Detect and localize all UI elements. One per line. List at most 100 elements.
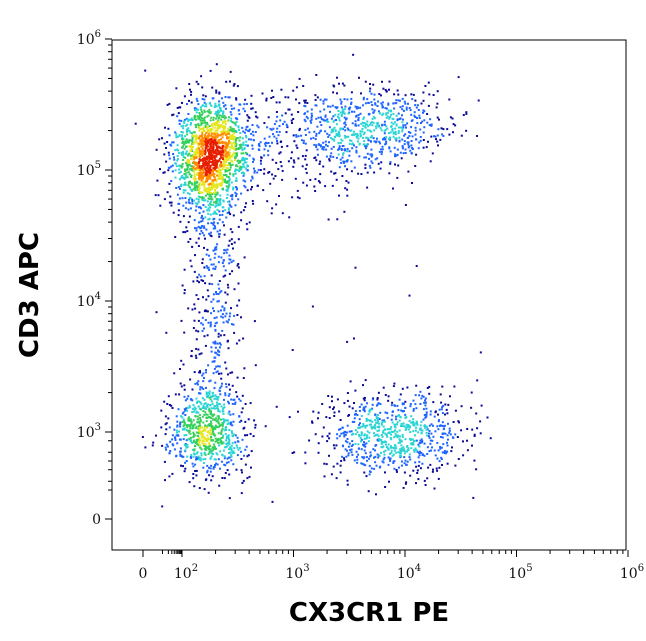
event-dot [390, 438, 393, 441]
event-dot [473, 435, 476, 437]
event-dot [413, 439, 416, 442]
event-dot [395, 470, 398, 473]
event-dot [211, 170, 214, 172]
event-dot [195, 178, 198, 180]
event-dot [437, 477, 440, 480]
event-dot [241, 137, 244, 140]
event-dot [333, 406, 335, 409]
event-dot [432, 468, 434, 471]
event-dot [217, 127, 220, 130]
event-dot [352, 53, 355, 56]
event-dot [195, 108, 198, 111]
event-dot [397, 451, 400, 454]
event-dot [317, 180, 320, 183]
event-dot [336, 437, 339, 440]
event-dot [225, 167, 228, 170]
event-dot [273, 135, 276, 138]
event-dot [197, 117, 200, 120]
event-dot [178, 187, 181, 190]
event-dot [218, 200, 221, 203]
event-dot [473, 433, 476, 436]
event-dot [202, 210, 205, 213]
event-dot [217, 142, 220, 145]
event-dot [193, 485, 196, 488]
event-dot [308, 131, 311, 134]
event-dot [226, 186, 229, 189]
event-dot [335, 133, 338, 135]
event-dot [267, 116, 270, 119]
event-dot [388, 132, 390, 135]
event-dot [227, 318, 230, 321]
event-dot [216, 342, 219, 345]
event-dot [206, 171, 208, 174]
event-dot [207, 160, 210, 163]
event-dot [404, 102, 407, 105]
event-dot [361, 425, 364, 428]
event-dot [381, 420, 384, 423]
event-dot [202, 151, 205, 154]
event-dot [432, 424, 434, 427]
event-dot [204, 425, 207, 428]
event-dot [201, 441, 204, 444]
event-dot [215, 187, 218, 190]
event-dot [202, 196, 205, 199]
event-dot [377, 456, 380, 459]
event-dot [228, 239, 231, 242]
event-dot [230, 113, 233, 116]
event-dot [228, 156, 231, 158]
event-dot [350, 170, 353, 173]
event-dot [380, 434, 383, 436]
event-dot [297, 111, 300, 113]
event-dot [411, 182, 413, 184]
event-dot [207, 171, 210, 174]
event-dot [168, 404, 171, 406]
event-dot [190, 350, 193, 352]
event-dot [267, 142, 270, 144]
event-dot [193, 371, 196, 374]
event-dot [216, 123, 219, 126]
event-dot [184, 461, 187, 464]
event-dot [210, 263, 213, 266]
event-dot [193, 176, 196, 179]
event-dot [339, 464, 342, 467]
event-dot [319, 121, 322, 124]
event-dot [191, 407, 194, 410]
event-dot [419, 136, 422, 138]
event-dot [210, 235, 213, 238]
event-dot [184, 449, 187, 452]
event-dot [424, 399, 426, 402]
event-dot [207, 207, 210, 210]
event-dot [363, 434, 366, 437]
event-dot [404, 416, 407, 419]
event-dot [234, 204, 237, 207]
event-dot [404, 482, 407, 485]
event-dot [332, 115, 335, 118]
event-dot [212, 453, 215, 456]
event-dot [203, 166, 206, 169]
event-dot [193, 157, 196, 160]
event-dot [355, 114, 358, 117]
event-dot [200, 167, 203, 170]
event-dot [223, 334, 226, 337]
event-dot [419, 424, 422, 427]
event-dot [382, 461, 385, 464]
event-dot [209, 139, 212, 142]
event-dot [201, 386, 203, 389]
event-dot [201, 215, 203, 217]
event-dot [378, 112, 381, 115]
event-dot [382, 112, 385, 115]
event-dot [251, 144, 254, 147]
event-dot [342, 445, 344, 448]
event-dot [401, 448, 404, 451]
event-dot [179, 425, 182, 428]
event-dot [403, 471, 406, 474]
event-dot [375, 417, 378, 420]
event-dot [364, 379, 367, 382]
event-dot [220, 130, 223, 133]
event-dot [227, 167, 230, 170]
event-dot [292, 159, 295, 162]
event-dot [389, 136, 391, 139]
event-dot [346, 194, 349, 197]
event-dot [188, 173, 191, 176]
event-dot [221, 142, 224, 145]
